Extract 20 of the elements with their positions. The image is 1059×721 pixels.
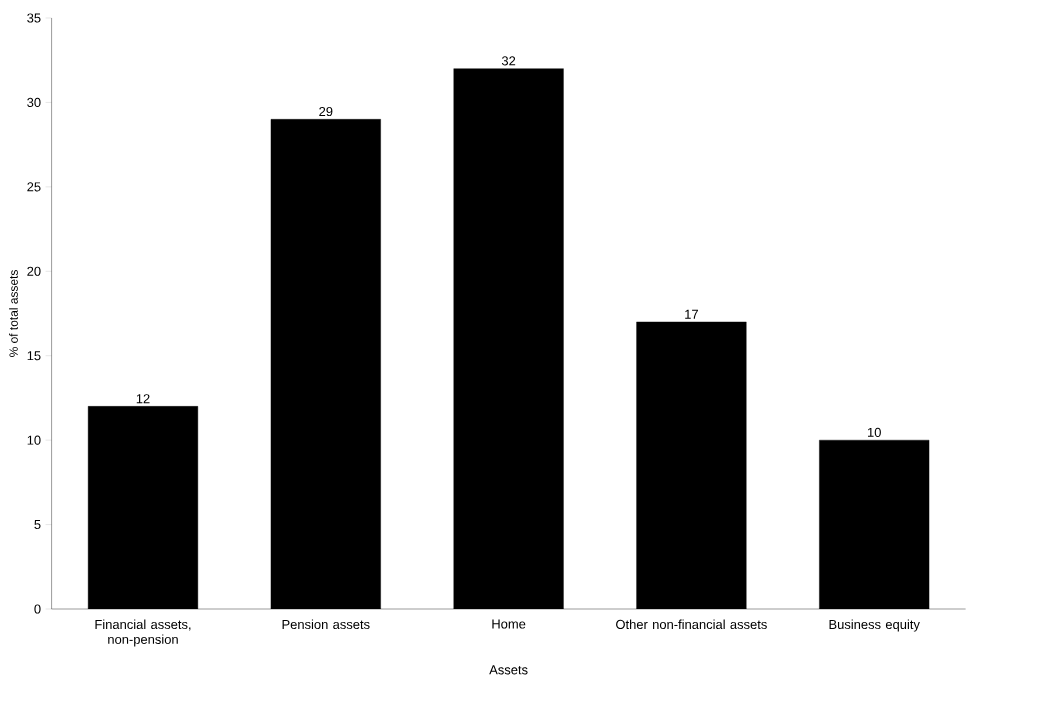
x-tick-label: Other non-financial assets — [616, 619, 767, 630]
data-label: 17 — [685, 309, 698, 319]
data-label: 29 — [319, 106, 333, 117]
x-axis-title: Assets — [489, 665, 528, 675]
data-label: 12 — [136, 394, 150, 404]
data-label: 32 — [501, 56, 516, 66]
y-tick-label: 10 — [27, 435, 41, 445]
data-label: 10 — [867, 427, 881, 437]
y-tick-label: 5 — [34, 520, 41, 530]
y-tick-label: 15 — [27, 351, 41, 361]
y-tick-label: 0 — [34, 604, 41, 614]
y-tick-label: 35 — [27, 13, 41, 23]
x-tick-label: Financial assets, non-pension — [95, 619, 191, 647]
y-tick-label: 20 — [27, 266, 41, 276]
y-tick-label: 30 — [27, 97, 41, 108]
x-tick-label: Home — [492, 619, 526, 629]
x-tick-label: Pension assets — [282, 619, 370, 630]
x-tick-label: Business equity — [829, 619, 920, 632]
y-axis-title: % of total assets — [9, 270, 18, 357]
y-tick-label: 25 — [27, 182, 41, 192]
